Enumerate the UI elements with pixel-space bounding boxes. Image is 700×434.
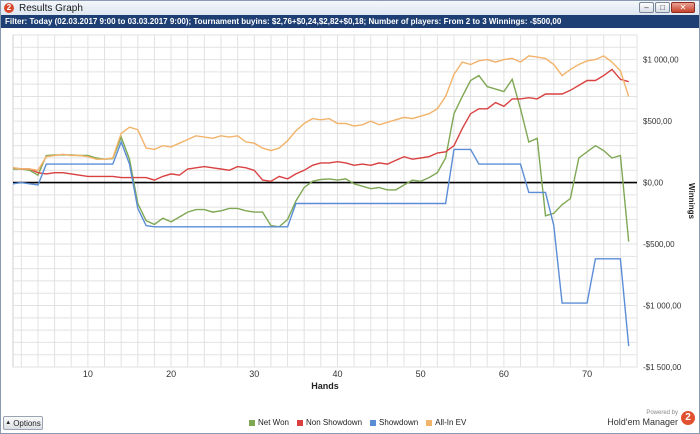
x-tick-label: 50	[416, 369, 426, 379]
window-title: Results Graph	[19, 2, 83, 14]
options-button[interactable]: ▲ Options	[3, 416, 43, 430]
legend-swatch	[296, 419, 303, 426]
legend-swatch	[426, 419, 433, 426]
hem-logo-icon: 2	[681, 411, 695, 425]
restore-icon[interactable]: □	[655, 2, 670, 13]
legend-swatch	[370, 419, 377, 426]
brand-name: Hold'em Manager	[607, 417, 678, 427]
series-line-showdown	[12, 140, 630, 347]
title-bar: 2 Results Graph – □ ✕	[1, 1, 699, 15]
close-icon[interactable]: ✕	[671, 2, 695, 13]
results-chart: 10 20 30 40 50 60 70 $1 000,00 $500,00 $0,00 -$500…	[1, 29, 699, 415]
legend-label: Showdown	[379, 418, 419, 427]
x-tick-label: 30	[249, 369, 259, 379]
legend-item-showdown: Showdown	[370, 418, 418, 427]
legend-label: Net Won	[258, 418, 289, 427]
y-tick-label: $500,00	[643, 117, 672, 126]
legend-swatch	[249, 419, 255, 426]
chart-legend: Net Won Non Showdown Showdown All-In EV	[249, 418, 466, 427]
plot-area	[12, 34, 638, 368]
x-tick-label: 60	[499, 369, 509, 379]
series-line-non_showdown	[12, 68, 629, 183]
legend-label: Non Showdown	[305, 418, 363, 427]
status-bar: ▲ Options Net Won Non Showdown Showdown All…	[1, 410, 699, 433]
brand-logo: Powered by Hold'em Manager 2	[607, 409, 695, 427]
powered-by-text: Powered by	[646, 410, 678, 416]
legend-label: All-In EV	[435, 418, 467, 427]
filter-bar: Filter: Today (02.03.2017 9:00 to 03.03.…	[1, 15, 699, 28]
y-tick-label: $0,00	[643, 179, 664, 188]
x-tick-label: 70	[582, 369, 592, 379]
triangle-up-icon: ▲	[5, 420, 12, 426]
series-line-all_in_ev	[12, 55, 630, 172]
legend-item-all_in_ev: All-In EV	[426, 418, 466, 427]
x-tick-label: 20	[166, 369, 176, 379]
y-tick-label: -$500,00	[643, 240, 675, 249]
y-tick-label: $1 000,00	[643, 56, 679, 65]
chart-svg: 10 20 30 40 50 60 70 $1 000,00 $500,00 $0,00 -$500…	[12, 34, 696, 391]
window-controls: – □ ✕	[639, 2, 695, 13]
legend-item-non_showdown: Non Showdown	[296, 418, 363, 427]
legend-item-net_won: Net Won	[249, 418, 289, 427]
options-label: Options	[13, 418, 41, 428]
x-axis-label: Hands	[311, 381, 339, 391]
y-axis-label: Winnings	[687, 183, 696, 219]
x-tick-label: 10	[83, 369, 93, 379]
minimize-icon[interactable]: –	[639, 2, 654, 13]
x-tick-label: 40	[332, 369, 342, 379]
y-tick-label: -$1 000,00	[643, 302, 682, 311]
y-tick-label: -$1 500,00	[643, 363, 682, 372]
app-logo-icon: 2	[4, 3, 14, 13]
